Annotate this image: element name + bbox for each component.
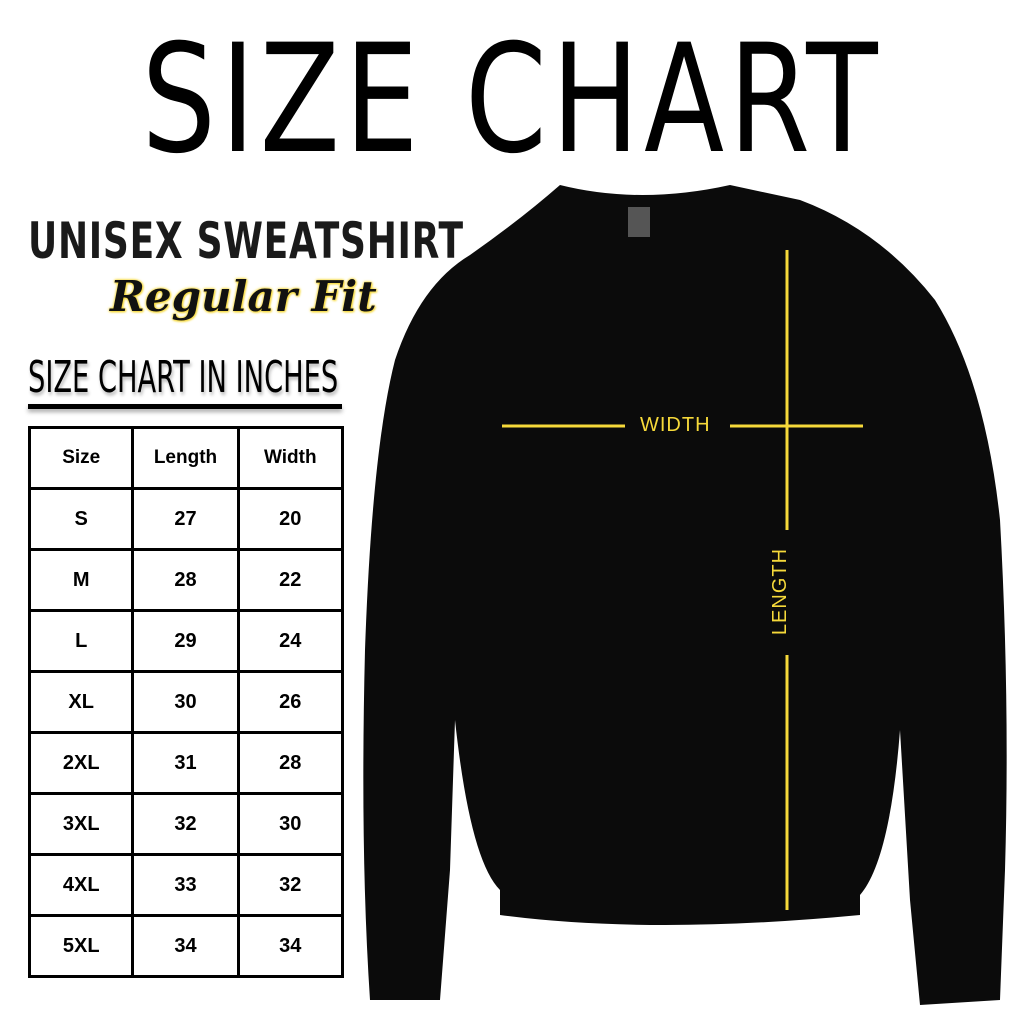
header-length: Length bbox=[131, 426, 240, 490]
cell-width: 32 bbox=[236, 853, 345, 917]
cell-size: 4XL bbox=[27, 853, 135, 917]
product-name: UNISEX SWEATSHIRT bbox=[28, 212, 464, 270]
table-row: 3XL 32 30 bbox=[27, 792, 345, 856]
cell-length: 29 bbox=[131, 609, 240, 673]
cell-size: S bbox=[27, 487, 135, 551]
table-row: S 27 20 bbox=[27, 487, 345, 551]
cell-width: 24 bbox=[236, 609, 345, 673]
cell-size: XL bbox=[27, 670, 135, 734]
header-size: Size bbox=[27, 426, 135, 490]
cell-length: 34 bbox=[131, 914, 240, 978]
chart-heading: SIZE CHART IN INCHES bbox=[28, 352, 339, 403]
cell-length: 31 bbox=[131, 731, 240, 795]
cell-width: 28 bbox=[236, 731, 345, 795]
cell-width: 30 bbox=[236, 792, 345, 856]
cell-size: M bbox=[27, 548, 135, 612]
table-row: L 29 24 bbox=[27, 609, 345, 673]
fit-label: Regular Fit bbox=[110, 272, 377, 321]
cell-width: 26 bbox=[236, 670, 345, 734]
table-row: M 28 22 bbox=[27, 548, 345, 612]
cell-width: 20 bbox=[236, 487, 345, 551]
cell-length: 27 bbox=[131, 487, 240, 551]
table-row: XL 30 26 bbox=[27, 670, 345, 734]
cell-size: 5XL bbox=[27, 914, 135, 978]
width-label: WIDTH bbox=[640, 414, 711, 436]
size-table: Size Length Width S 27 20 M 28 22 L 29 24 XL 30 26 2… bbox=[27, 426, 345, 978]
neck-label bbox=[628, 207, 650, 237]
table-row: 4XL 33 32 bbox=[27, 853, 345, 917]
cell-size: 3XL bbox=[27, 792, 135, 856]
cell-length: 30 bbox=[131, 670, 240, 734]
cell-width: 22 bbox=[236, 548, 345, 612]
length-label: LENGTH bbox=[769, 547, 792, 636]
sweatshirt-image bbox=[363, 185, 1007, 1005]
cell-width: 34 bbox=[236, 914, 345, 978]
table-header-row: Size Length Width bbox=[27, 426, 345, 490]
cell-size: 2XL bbox=[27, 731, 135, 795]
cell-length: 28 bbox=[131, 548, 240, 612]
table-row: 2XL 31 28 bbox=[27, 731, 345, 795]
cell-length: 32 bbox=[131, 792, 240, 856]
cell-size: L bbox=[27, 609, 135, 673]
cell-length: 33 bbox=[131, 853, 240, 917]
heading-underline bbox=[28, 404, 342, 409]
page-title: SIZE CHART bbox=[141, 13, 883, 187]
header-width: Width bbox=[236, 426, 345, 490]
table-row: 5XL 34 34 bbox=[27, 914, 345, 978]
